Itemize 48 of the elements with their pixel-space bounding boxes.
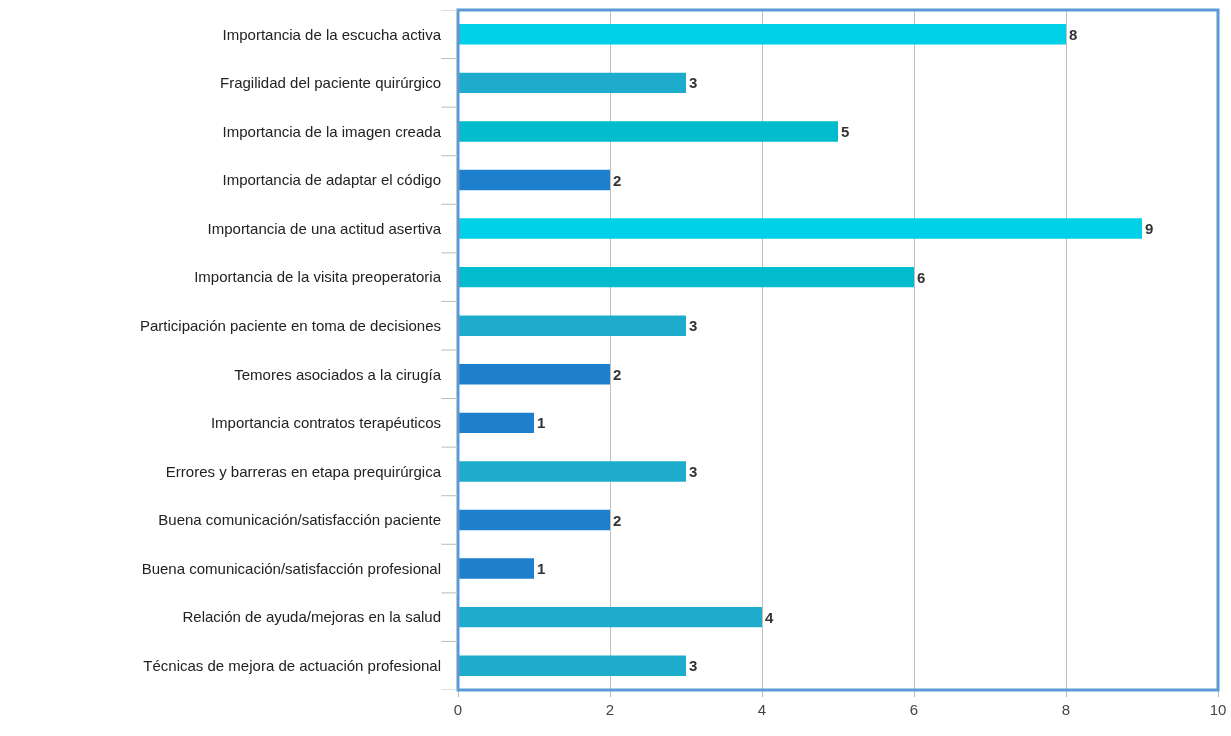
bar — [458, 266, 914, 288]
data-label: 3 — [689, 657, 698, 675]
y-tick-label: Técnicas de mejora de actuación profesional — [143, 656, 441, 674]
x-tick-label: 2 — [605, 701, 615, 718]
bar — [458, 315, 686, 336]
y-tick-label: Importancia de una actitud asertiva — [207, 219, 442, 237]
data-label: 8 — [1069, 25, 1078, 43]
y-tick-label: Errores y barreras en etapa prequirúrgica — [165, 462, 442, 480]
data-label: 3 — [689, 74, 698, 92]
bar — [458, 364, 610, 385]
bar — [458, 72, 686, 94]
x-tick-label: 10 — [1209, 701, 1227, 718]
bar — [458, 558, 534, 579]
bar — [458, 169, 610, 191]
bar — [458, 655, 686, 676]
y-tick-label: Importancia de la escucha activa — [222, 25, 442, 43]
data-label: 5 — [841, 122, 850, 140]
y-tick-label: Importancia de la imagen creada — [222, 122, 442, 140]
bar — [458, 509, 610, 531]
y-tick-label: Importancia de la visita preoperatoria — [194, 268, 442, 286]
data-label: 2 — [613, 511, 622, 529]
data-label: 3 — [689, 462, 698, 480]
data-label: 2 — [613, 171, 622, 189]
data-label: 1 — [537, 414, 546, 432]
x-tick-label: 0 — [453, 701, 463, 718]
bar — [458, 218, 1142, 239]
data-label: 6 — [917, 268, 926, 286]
data-label: 4 — [765, 608, 774, 626]
data-label: 2 — [613, 365, 622, 383]
data-label: 3 — [689, 317, 698, 335]
data-label: 9 — [1145, 220, 1154, 238]
bar — [458, 24, 1066, 45]
x-tick-label: 4 — [757, 701, 767, 718]
bar — [458, 461, 686, 482]
y-tick-label: Temores asociados a la cirugía — [234, 365, 442, 383]
x-tick-label: 8 — [1061, 701, 1071, 718]
y-tick-label: Relación de ayuda/mejoras en la salud — [182, 608, 441, 626]
y-tick-label: Buena comunicación/satisfacción profesional — [141, 559, 441, 577]
x-tick-label: 6 — [909, 701, 919, 718]
y-tick-label: Buena comunicación/satisfacción paciente — [158, 511, 441, 529]
bar — [458, 606, 762, 628]
y-tick-label: Importancia contratos terapéuticos — [210, 414, 441, 432]
bar — [458, 412, 534, 434]
bar — [458, 121, 838, 142]
data-label: 1 — [537, 560, 546, 578]
y-tick-label: Fragilidad del paciente quirúrgico — [220, 74, 441, 92]
y-tick-label: Participación paciente en toma de decisiones — [139, 316, 441, 334]
y-tick-label: Importancia de adaptar el código — [222, 171, 441, 189]
